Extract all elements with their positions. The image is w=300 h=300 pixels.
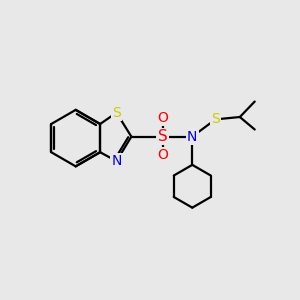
Text: N: N — [111, 154, 122, 168]
Text: O: O — [157, 148, 168, 162]
Text: O: O — [157, 111, 168, 125]
Text: S: S — [158, 129, 167, 144]
Text: S: S — [112, 106, 121, 120]
Text: S: S — [211, 112, 220, 126]
Text: N: N — [187, 130, 197, 144]
